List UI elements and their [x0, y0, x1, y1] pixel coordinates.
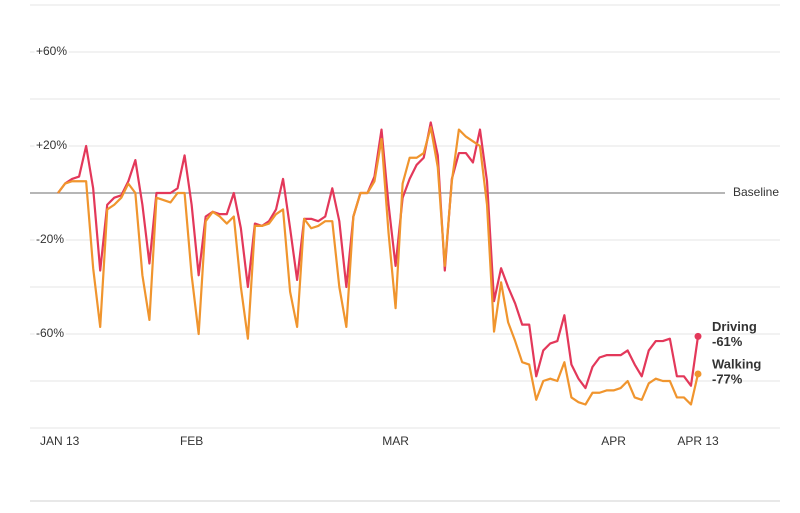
end-point	[694, 332, 702, 340]
end-value-label: -77%	[712, 371, 743, 386]
end-point	[694, 370, 702, 378]
x-tick-label: APR 13	[677, 434, 719, 448]
y-tick-label: -20%	[36, 232, 64, 246]
x-tick-label: MAR	[382, 434, 409, 448]
x-tick-label: FEB	[180, 434, 203, 448]
y-tick-label: -60%	[36, 326, 64, 340]
legend-label: Walking	[712, 356, 761, 371]
baseline-label: Baseline	[733, 185, 779, 199]
y-tick-label: +20%	[36, 138, 67, 152]
legend-label: Driving	[712, 319, 757, 334]
y-tick-label: +60%	[36, 44, 67, 58]
end-value-label: -61%	[712, 334, 743, 349]
x-tick-label: JAN 13	[40, 434, 80, 448]
x-tick-label: APR	[601, 434, 626, 448]
line	[57, 126, 700, 406]
line	[57, 121, 700, 390]
